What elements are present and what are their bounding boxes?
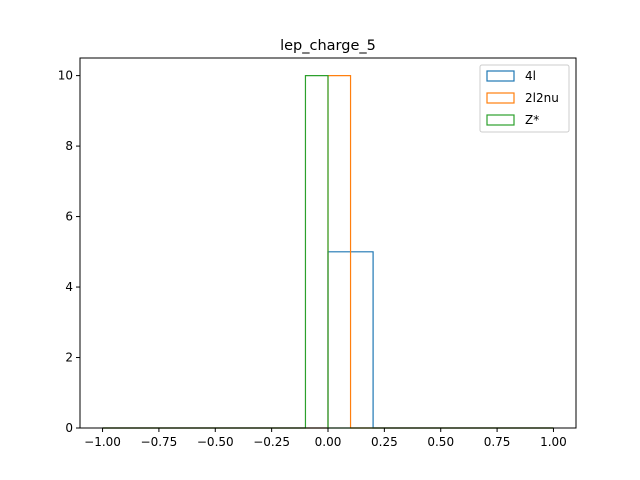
x-tick-label: −0.50: [197, 435, 234, 449]
y-tick-label: 0: [65, 421, 73, 435]
x-tick-label: 0.00: [315, 435, 342, 449]
legend-label: Z*: [525, 113, 539, 127]
x-tick-label: 1.00: [540, 435, 567, 449]
y-axis-ticks: 0 2 4 6 8 10: [58, 69, 80, 435]
legend-swatch: [486, 114, 515, 126]
y-tick-label: 6: [65, 210, 73, 224]
x-tick-label: −0.25: [253, 435, 290, 449]
legend-swatch: [486, 92, 515, 104]
x-tick-label: −1.00: [84, 435, 121, 449]
legend-label: 4l: [525, 69, 536, 83]
y-tick-label: 4: [65, 280, 73, 294]
x-tick-label: −0.75: [141, 435, 178, 449]
legend-label: 2l2nu: [525, 91, 559, 105]
x-axis-ticks: −1.00 −0.75 −0.50 −0.25 0.00 0.25 0.50 0.75 1.00: [84, 428, 567, 449]
x-tick-label: 0.25: [371, 435, 398, 449]
y-tick-label: 8: [65, 139, 73, 153]
legend: 4l 2l2nu Z*: [479, 64, 570, 133]
chart-title: lep_charge_5: [280, 38, 376, 54]
legend-swatch: [486, 70, 515, 82]
y-tick-label: 10: [58, 69, 73, 83]
x-tick-label: 0.75: [484, 435, 511, 449]
y-tick-label: 2: [65, 351, 73, 365]
x-tick-label: 0.50: [427, 435, 454, 449]
